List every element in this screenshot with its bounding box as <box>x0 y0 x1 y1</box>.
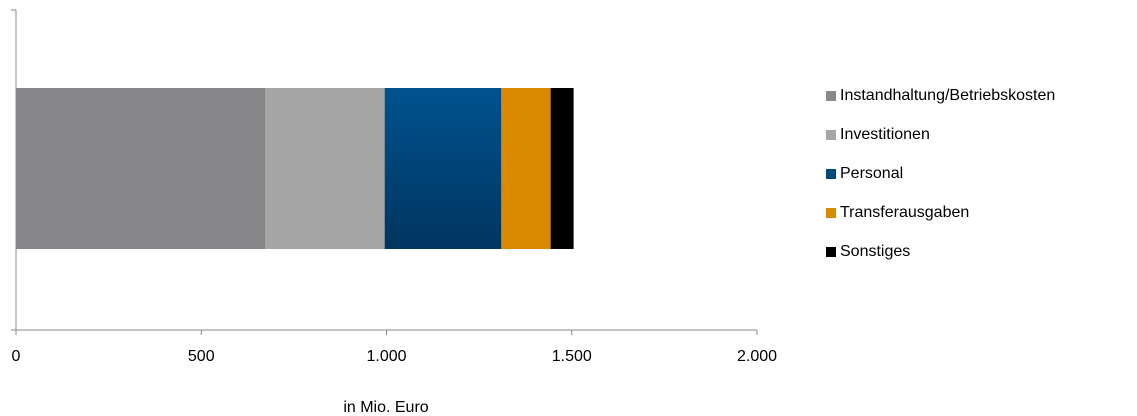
x-tick-label: 500 <box>188 348 215 365</box>
x-ticks: 0 500 1.000 1.500 2.000 <box>12 330 777 365</box>
bar-segment-personal <box>384 88 502 249</box>
bar-segment-investitionen <box>265 88 385 249</box>
legend-label: Transferausgaben <box>840 203 970 221</box>
x-tick-label: 2.000 <box>737 348 777 365</box>
bar-segment-instandhaltung-betriebskosten <box>16 88 266 249</box>
legend-item: Transferausgaben <box>826 193 1055 232</box>
legend-swatch <box>826 90 836 101</box>
x-axis-title: in Mio. Euro <box>343 399 428 416</box>
legend-swatch <box>826 129 836 140</box>
legend-label: Sonstiges <box>840 242 911 260</box>
legend-swatch <box>826 246 836 257</box>
legend-label: Instandhaltung/Betriebskosten <box>840 86 1056 104</box>
legend: Instandhaltung/Betriebskosten Investition… <box>826 76 1055 271</box>
legend-item: Sonstiges <box>826 232 1055 271</box>
x-tick-label: 1.500 <box>552 348 592 365</box>
x-tick-label: 0 <box>12 348 21 365</box>
legend-label: Investitionen <box>840 125 930 143</box>
legend-item: Investitionen <box>826 115 1055 154</box>
bar-group <box>16 88 574 249</box>
legend-label: Personal <box>840 164 904 182</box>
legend-swatch <box>826 168 836 179</box>
legend-swatch <box>826 207 836 218</box>
bar-segment-transferausgaben <box>501 88 551 249</box>
chart: 0 500 1.000 1.500 2.000 in Mio. Euro <box>11 9 777 416</box>
bar-segment-sonstiges <box>550 88 574 249</box>
legend-item: Instandhaltung/Betriebskosten <box>826 76 1055 115</box>
x-tick-label: 1.000 <box>366 348 406 365</box>
legend-item: Personal <box>826 154 1055 193</box>
